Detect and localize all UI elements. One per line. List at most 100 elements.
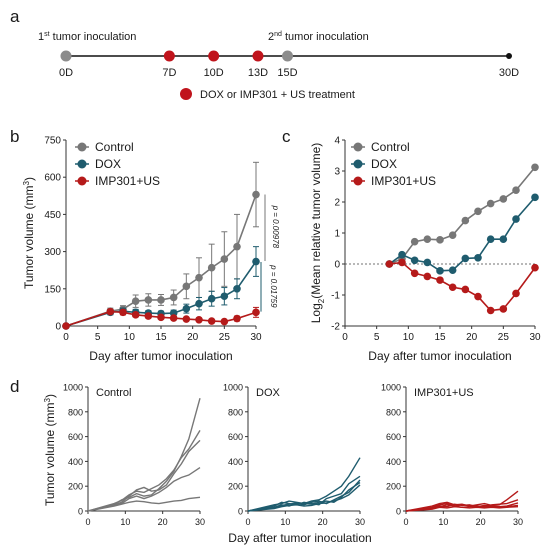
d1-mouse-line-0: [247, 457, 361, 512]
first-inoculation-text: tumor inoculation: [50, 31, 137, 43]
b-legend-label-1: DOX: [95, 157, 121, 171]
b-data-point: [157, 296, 165, 304]
c-data-point: [499, 235, 508, 243]
first-inoculation-label: 1st tumor inoculation: [38, 31, 136, 43]
c-legend-marker-0: [353, 142, 363, 152]
c-data-point: [410, 256, 419, 265]
c-x-axis-label: Day after tumor inoculation: [368, 349, 511, 363]
b-y-tick-label: 600: [44, 173, 61, 184]
c-data-point: [436, 276, 444, 284]
timeline-point-0: [60, 50, 72, 62]
d2-y-tick-label: 400: [386, 457, 401, 467]
d0-mouse-line-2: [87, 439, 201, 512]
d2-x-tick-label: 0: [403, 517, 408, 527]
b-y-axis-label: Tumor volume (mm3): [22, 177, 36, 289]
d2-x-tick-label: 10: [438, 517, 448, 527]
b-data-point: [169, 314, 178, 322]
panel-letter-a: a: [10, 7, 20, 26]
b-data-point: [220, 292, 229, 301]
d1-x-tick-label: 10: [280, 517, 290, 527]
c-data-point: [531, 193, 539, 202]
b-data-point: [157, 313, 165, 322]
c-data-point: [398, 258, 406, 267]
c-data-point: [410, 237, 419, 246]
c-data-point: [512, 289, 520, 298]
d2-y-tick-label: 800: [386, 407, 401, 417]
d0-x-tick-label: 0: [85, 517, 90, 527]
b-data-point: [195, 299, 203, 308]
c-y-label-rest: (Mean relative tumor volume): [309, 143, 323, 299]
b-data-point: [207, 317, 216, 325]
d0-y-tick-label: 0: [78, 507, 83, 517]
first-inoculation-sup: st: [44, 31, 50, 38]
d-y-label-sup: 3: [43, 397, 52, 402]
b-data-point: [195, 316, 203, 324]
c-series-line-2: [389, 261, 536, 312]
b-data-point: [233, 242, 241, 251]
b-data-point: [220, 317, 229, 326]
d1-y-tick-label: 600: [228, 432, 243, 442]
d1-subplot-title: DOX: [256, 387, 281, 399]
b-y-tick-label: 0: [55, 322, 61, 333]
d-y-axis-label: Tumor volume (mm3): [43, 394, 57, 506]
b-p-value-1: p = 0.00978: [271, 205, 280, 249]
c-data-point: [448, 231, 457, 239]
c-x-tick-label: 20: [466, 332, 478, 343]
panel-letter-d: d: [10, 377, 19, 396]
b-y-label-text: Tumor volume (mm: [22, 185, 36, 289]
b-y-tick-label: 300: [44, 247, 61, 258]
d1-mouse-line-4: [247, 484, 361, 512]
b-x-axis-label: Day after tumor inoculation: [89, 349, 232, 363]
c-x-tick-label: 25: [498, 332, 510, 343]
c-x-tick-label: 10: [403, 332, 415, 343]
timeline-day-label-5: 30D: [499, 67, 519, 79]
c-legend-marker-2: [353, 176, 363, 186]
c-legend-label-0: Control: [371, 140, 410, 154]
c-y-axis-label: Log2(Mean relative tumor volume): [309, 143, 326, 324]
panel-letter-c: c: [282, 127, 291, 146]
c-data-point: [486, 235, 495, 243]
d2-y-tick-label: 200: [386, 482, 401, 492]
b-data-point: [182, 304, 191, 313]
timeline-point-3: [252, 50, 264, 62]
b-data-point: [252, 190, 260, 199]
b-data-point: [220, 255, 229, 263]
b-x-tick-label: 25: [219, 332, 231, 343]
d0-x-tick-label: 20: [158, 517, 168, 527]
c-data-point: [436, 236, 444, 244]
c-data-point: [461, 254, 470, 263]
treatment-legend-dot: [180, 88, 192, 100]
c-data-point: [410, 269, 419, 278]
b-legend-marker-1: [77, 159, 87, 169]
c-data-point: [499, 305, 508, 313]
timeline-day-label-0: 0D: [59, 67, 73, 79]
timeline-point-1: [163, 50, 175, 62]
b-x-tick-label: 0: [63, 332, 69, 343]
b-data-point: [62, 322, 70, 330]
b-data-point: [144, 312, 153, 320]
b-legend-marker-2: [77, 176, 87, 186]
b-y-tick-label: 150: [44, 284, 61, 295]
d2-x-tick-label: 20: [476, 517, 486, 527]
d2-y-tick-label: 1000: [381, 383, 401, 393]
second-inoculation-num: 2: [268, 31, 274, 43]
d2-subplot-title: IMP301+US: [414, 387, 474, 399]
d2-y-tick-label: 0: [396, 507, 401, 517]
d0-mouse-line-1: [87, 430, 201, 512]
c-y-tick-label: 2: [334, 198, 340, 209]
c-data-point: [474, 292, 482, 301]
c-data-point: [461, 216, 470, 225]
d1-x-tick-label: 0: [245, 517, 250, 527]
d-subplot-1: 0 200 400 600 800 1000 0 10 20 30 DOX: [223, 383, 365, 528]
c-data-point: [474, 207, 482, 216]
c-data-point: [385, 260, 394, 268]
d0-y-tick-label: 200: [68, 482, 83, 492]
c-y-tick-label: 1: [334, 229, 340, 240]
d0-y-tick-label: 1000: [63, 383, 83, 393]
d-x-axis-label: Day after tumor inoculation: [228, 531, 371, 545]
d1-x-tick-label: 30: [355, 517, 365, 527]
d-y-label-close: ): [43, 394, 57, 398]
panel-c-log2-relative-volume-chart: -2 -1 0 1 2 3 4 0 5 10 15 20 25 30 Control DOX IMP301+US…: [309, 136, 541, 364]
second-inoculation-text: tumor inoculation: [282, 31, 369, 43]
c-data-point: [423, 258, 432, 267]
